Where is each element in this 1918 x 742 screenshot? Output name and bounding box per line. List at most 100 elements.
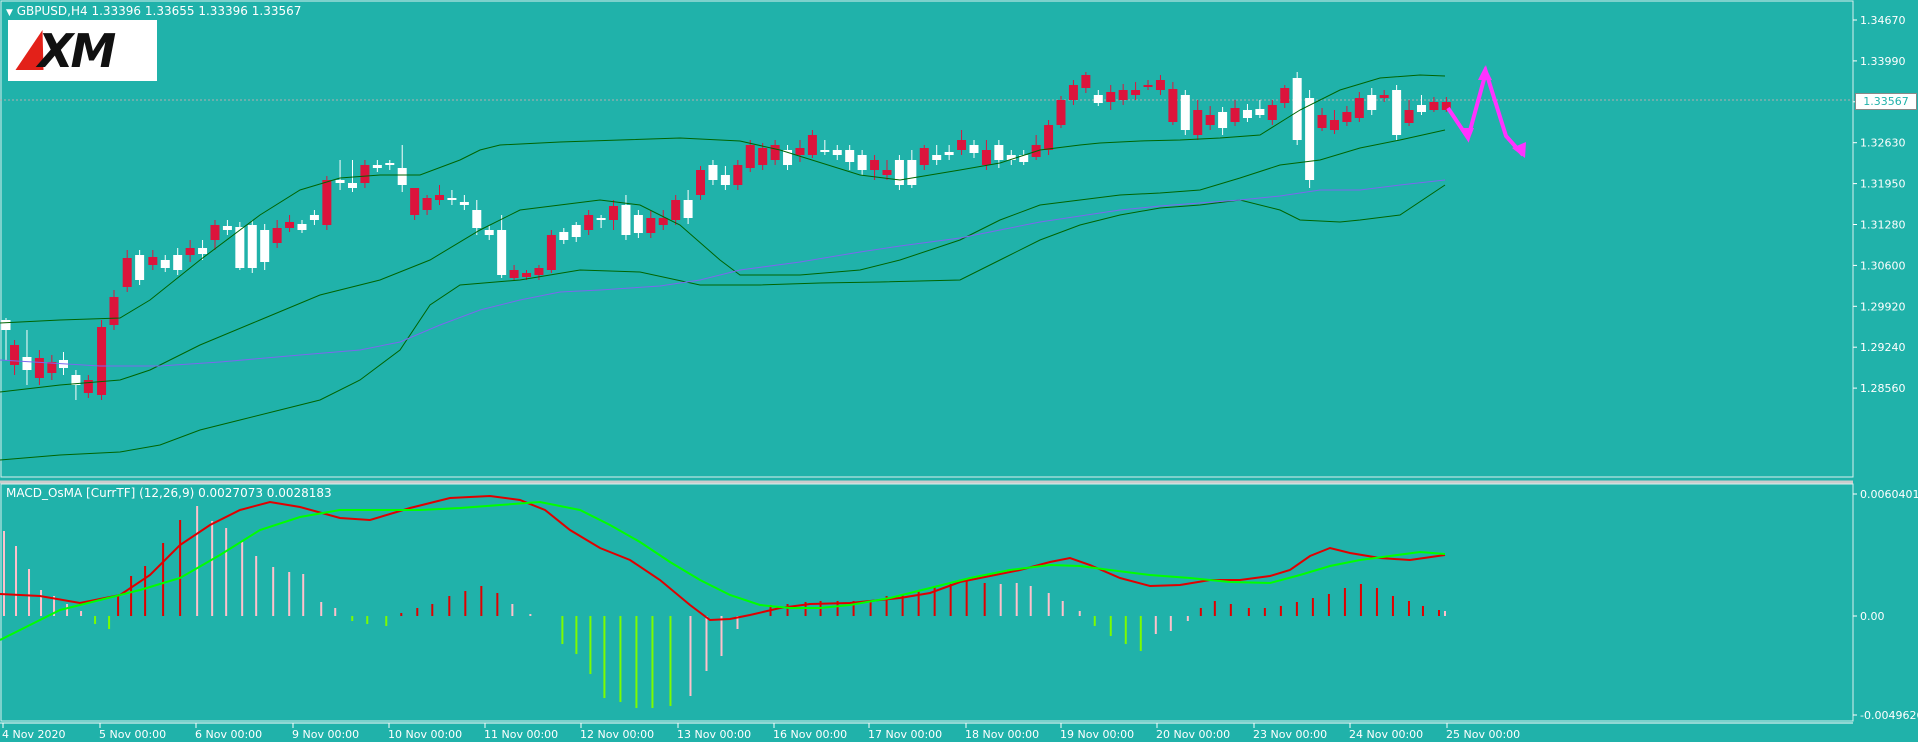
- candle-body: [571, 225, 581, 237]
- candle-body: [272, 228, 282, 243]
- candle-body: [1205, 115, 1215, 125]
- candle-body: [335, 180, 345, 183]
- candle-body: [621, 205, 631, 235]
- triangle-down-icon[interactable]: ▼: [6, 8, 13, 18]
- macd-axis-label: -0.0049626: [1860, 709, 1918, 722]
- time-axis-label: 16 Nov 00:00: [773, 728, 847, 741]
- price-axis-label: 1.29920: [1860, 300, 1906, 313]
- candle-body: [198, 248, 208, 254]
- candle-body: [347, 183, 357, 188]
- time-axis-label: 20 Nov 00:00: [1156, 728, 1230, 741]
- price-axis-label: 1.28560: [1860, 382, 1906, 395]
- candle-body: [882, 170, 892, 175]
- candle-body: [247, 225, 257, 268]
- time-axis-label: 12 Nov 00:00: [580, 728, 654, 741]
- candle-body: [783, 150, 793, 165]
- candle-body: [1068, 85, 1078, 100]
- candle-body: [832, 150, 842, 155]
- candle-body: [957, 140, 967, 150]
- candle-body: [97, 327, 107, 395]
- candle-body: [1267, 105, 1277, 120]
- candle-body: [435, 195, 444, 200]
- candle-body: [683, 200, 693, 218]
- candle-body: [185, 248, 195, 255]
- candle-body: [22, 357, 32, 370]
- time-axis-label: 10 Nov 00:00: [388, 728, 462, 741]
- time-axis-label: 6 Nov 00:00: [195, 728, 262, 741]
- candle-body: [173, 255, 183, 270]
- candle-body: [1354, 98, 1364, 118]
- logo-text: XM: [38, 24, 116, 78]
- candle-body: [795, 148, 805, 155]
- candle-body: [994, 145, 1004, 160]
- candle-body: [609, 206, 619, 220]
- candle-body: [1280, 88, 1290, 103]
- candle-body: [745, 145, 755, 168]
- candle-body: [733, 165, 743, 185]
- candle-body: [546, 235, 556, 270]
- candle-body: [633, 215, 643, 233]
- candle-body: [1305, 98, 1315, 180]
- candle-body: [422, 198, 432, 210]
- current-price-label: 1.33567: [1855, 93, 1917, 110]
- price-axis-label: 1.32630: [1860, 137, 1906, 150]
- candle-body: [720, 175, 730, 185]
- time-axis-label: 24 Nov 00:00: [1349, 728, 1423, 741]
- candle-body: [83, 380, 93, 393]
- candle-body: [1429, 102, 1439, 110]
- candle-body: [1081, 75, 1091, 88]
- candle-body: [1230, 108, 1240, 122]
- candle-body: [122, 258, 132, 287]
- bollinger-lower-line: [0, 184, 1446, 461]
- candle-body: [596, 218, 606, 220]
- price-axis-label: 1.30600: [1860, 259, 1906, 272]
- candle-body: [160, 260, 170, 268]
- candle-body: [285, 222, 295, 228]
- indicator-title: MACD_OsMA [CurrTF] (12,26,9) 0.0027073 0…: [6, 486, 332, 500]
- price-axis-label: 1.33990: [1860, 55, 1906, 68]
- candle-body: [522, 273, 532, 277]
- candle-body: [322, 180, 332, 225]
- bollinger-upper-line: [0, 74, 1446, 324]
- price-axis-label: 1.34670: [1860, 14, 1906, 27]
- xm-logo: XM: [8, 20, 157, 81]
- candle-body: [447, 198, 457, 200]
- candle-body: [534, 268, 544, 275]
- candle-body: [708, 165, 718, 180]
- candle-body: [410, 188, 420, 215]
- time-axis-label: 25 Nov 00:00: [1446, 728, 1520, 741]
- time-axis-label: 4 Nov 2020: [2, 728, 65, 741]
- forecast-arrow-head-2: [1478, 66, 1492, 80]
- candle-body: [1006, 155, 1016, 160]
- price-axis-label: 1.31280: [1860, 219, 1906, 232]
- candle-body: [1367, 95, 1377, 110]
- bollinger-middle-line: [0, 129, 1446, 393]
- candle-body: [1, 320, 11, 330]
- candle-body: [1218, 112, 1228, 128]
- macd-line: [0, 494, 1446, 622]
- candle-body: [584, 215, 594, 230]
- chart-header: ▼ GBPUSD,H4 1.33396 1.33655 1.33396 1.33…: [6, 4, 301, 18]
- candle-body: [671, 200, 681, 220]
- candle-body: [1292, 78, 1302, 140]
- candle-body: [1180, 95, 1190, 130]
- time-axis-label: 23 Nov 00:00: [1253, 728, 1327, 741]
- indicator-pane-frame: [0, 483, 1854, 722]
- candle-body: [360, 165, 370, 183]
- candle-body: [820, 150, 830, 152]
- candle-body: [758, 148, 768, 165]
- candle-body: [1193, 110, 1203, 135]
- candle-body: [1416, 105, 1426, 112]
- candle-body: [1329, 120, 1339, 130]
- candle-body: [807, 135, 817, 155]
- candle-body: [1392, 90, 1402, 135]
- candle-body: [907, 160, 917, 185]
- time-axis-label: 13 Nov 00:00: [677, 728, 751, 741]
- candle-body: [1317, 115, 1327, 128]
- macd-axis-label: 0.0060401: [1860, 488, 1918, 501]
- candle-body: [148, 257, 158, 265]
- candle-body: [919, 148, 929, 165]
- macd-axis-label: 0.00: [1860, 610, 1885, 623]
